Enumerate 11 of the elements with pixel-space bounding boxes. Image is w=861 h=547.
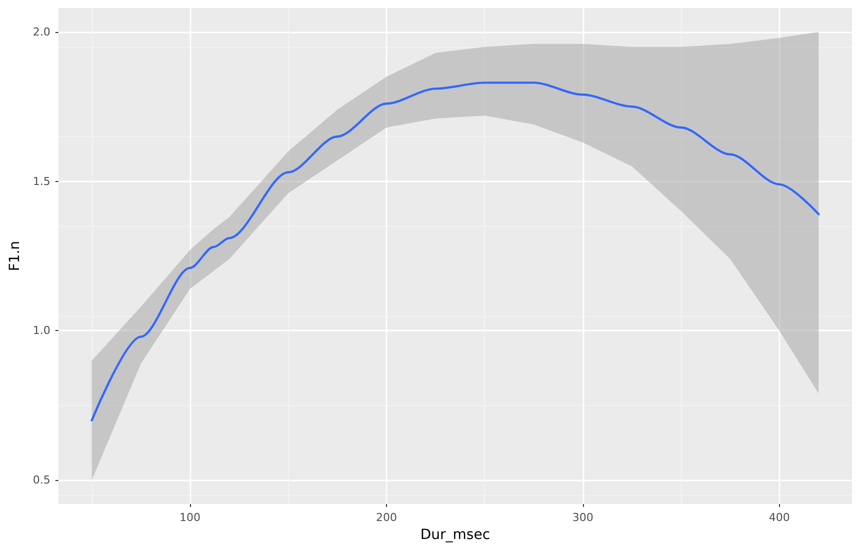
- x-axis-title: Dur_msec: [420, 527, 490, 543]
- y-tick-label: 1.0: [32, 324, 50, 338]
- x-tick-label: 100: [180, 511, 201, 524]
- x-tick-label: 200: [376, 511, 397, 524]
- x-tick-label: 400: [768, 511, 790, 524]
- x-tick-label: 300: [572, 511, 594, 524]
- y-tick-label: 2.0: [32, 25, 50, 38]
- line-series: [90, 82, 820, 422]
- y-tick-label: 0.5: [32, 474, 50, 487]
- y-axis-title: F1.n: [7, 240, 23, 272]
- y-tick-label: 1.5: [32, 174, 50, 188]
